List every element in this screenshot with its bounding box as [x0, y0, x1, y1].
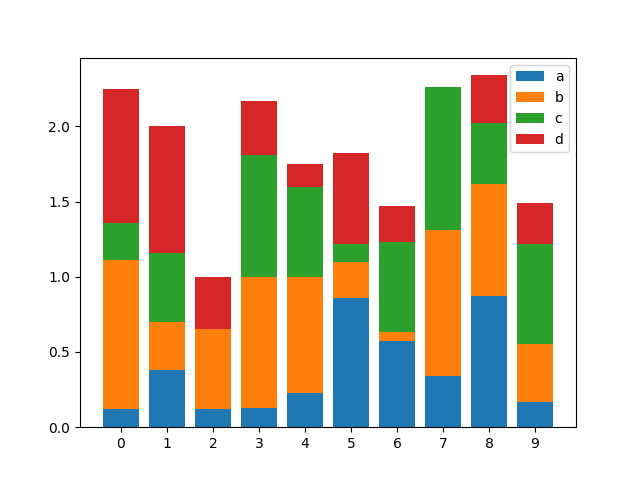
Bar	[241, 277, 277, 408]
Bar	[470, 296, 508, 427]
Bar	[102, 223, 140, 260]
Bar	[424, 376, 461, 427]
Bar	[516, 345, 554, 402]
Bar	[148, 252, 186, 322]
Bar	[516, 402, 554, 427]
Bar	[287, 164, 323, 187]
Bar	[195, 277, 232, 329]
Bar	[287, 393, 323, 427]
Bar	[102, 260, 140, 409]
Bar	[333, 244, 369, 262]
Bar	[424, 87, 461, 230]
Bar	[195, 409, 232, 427]
Bar	[195, 329, 232, 409]
Bar	[470, 123, 508, 183]
Bar	[424, 230, 461, 376]
Bar	[333, 298, 369, 427]
Bar	[516, 203, 554, 244]
Bar	[148, 322, 186, 370]
Bar	[148, 370, 186, 427]
Bar	[102, 409, 140, 427]
Bar	[241, 101, 277, 155]
Bar	[241, 155, 277, 277]
Bar	[333, 262, 369, 298]
Bar	[379, 242, 415, 333]
Bar	[470, 183, 508, 296]
Bar	[287, 277, 323, 393]
Bar	[379, 206, 415, 242]
Bar	[379, 333, 415, 341]
Bar	[470, 75, 508, 123]
Bar	[102, 89, 140, 223]
Bar	[333, 154, 369, 244]
Bar	[148, 126, 186, 252]
Bar	[516, 244, 554, 345]
Bar	[287, 187, 323, 277]
Legend: a, b, c, d: a, b, c, d	[510, 64, 569, 153]
Bar	[241, 408, 277, 427]
Bar	[379, 341, 415, 427]
